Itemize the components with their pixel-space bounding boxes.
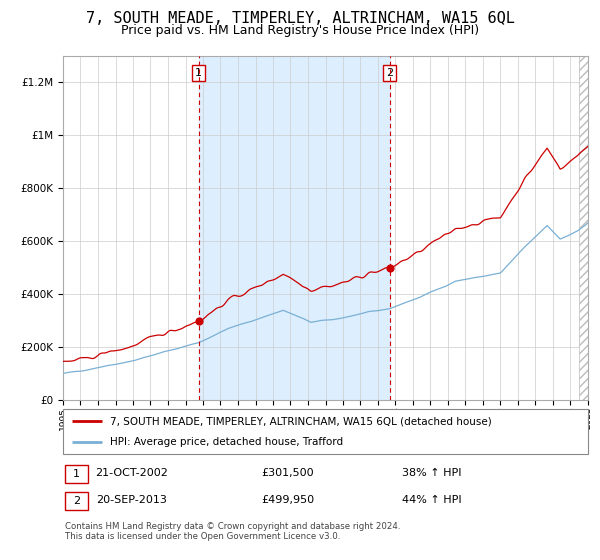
Text: 2: 2 [73, 496, 80, 506]
Text: 21-OCT-2002: 21-OCT-2002 [95, 468, 169, 478]
Text: 1: 1 [73, 469, 80, 479]
FancyBboxPatch shape [63, 409, 588, 454]
Text: 2: 2 [386, 68, 393, 78]
Point [194, 316, 203, 325]
Point [385, 263, 394, 272]
Text: Price paid vs. HM Land Registry's House Price Index (HPI): Price paid vs. HM Land Registry's House … [121, 24, 479, 37]
Text: Contains HM Land Registry data © Crown copyright and database right 2024.: Contains HM Land Registry data © Crown c… [65, 522, 400, 531]
Text: 1: 1 [195, 68, 202, 78]
Text: 7, SOUTH MEADE, TIMPERLEY, ALTRINCHAM, WA15 6QL: 7, SOUTH MEADE, TIMPERLEY, ALTRINCHAM, W… [86, 11, 514, 26]
Text: 44% ↑ HPI: 44% ↑ HPI [402, 494, 462, 505]
Text: 7, SOUTH MEADE, TIMPERLEY, ALTRINCHAM, WA15 6QL (detached house): 7, SOUTH MEADE, TIMPERLEY, ALTRINCHAM, W… [110, 416, 492, 426]
Bar [579, 56, 588, 400]
Text: 38% ↑ HPI: 38% ↑ HPI [402, 468, 462, 478]
Text: This data is licensed under the Open Government Licence v3.0.: This data is licensed under the Open Gov… [65, 532, 340, 541]
FancyBboxPatch shape [65, 492, 88, 510]
FancyBboxPatch shape [65, 465, 88, 483]
Text: HPI: Average price, detached house, Trafford: HPI: Average price, detached house, Traf… [110, 437, 343, 447]
Text: £301,500: £301,500 [262, 468, 314, 478]
Text: 20-SEP-2013: 20-SEP-2013 [97, 494, 167, 505]
Text: £499,950: £499,950 [262, 494, 314, 505]
Bar [199, 56, 389, 400]
